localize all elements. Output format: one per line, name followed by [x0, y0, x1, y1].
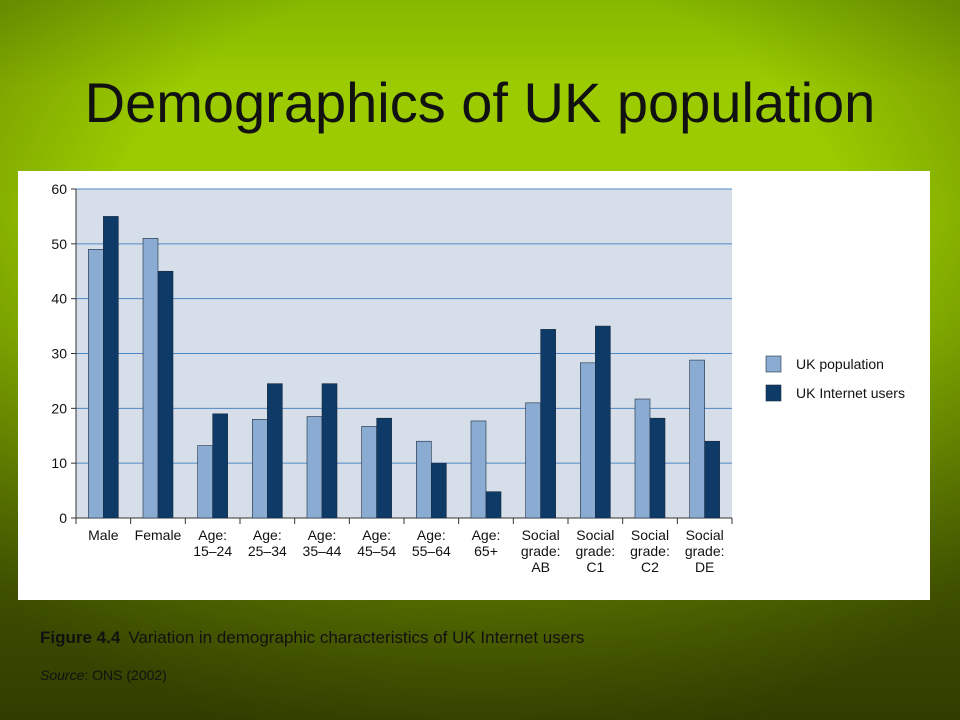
bar-uk-population	[580, 362, 596, 519]
x-tick-label-line: Social	[522, 527, 560, 543]
y-tick-label: 30	[51, 346, 67, 362]
legend-label: UK population	[796, 356, 884, 372]
legend-swatch	[765, 384, 782, 402]
x-tick-label: Age: 15–24	[193, 527, 232, 559]
bar-uk-population	[634, 398, 651, 519]
bar-uk-population	[252, 419, 268, 519]
legend-swatch	[765, 355, 782, 373]
y-tick-label: 50	[51, 236, 67, 252]
source-note: Source: ONS (2002)	[40, 667, 167, 683]
x-tick-label-line: Age:	[472, 527, 501, 543]
x-tick-label-line: Age:	[308, 527, 337, 543]
bar-uk-internet-users	[704, 440, 720, 519]
y-tick-label: 40	[51, 291, 67, 307]
x-tick-label-line: C2	[641, 559, 659, 575]
x-tick-label-line: Male	[88, 527, 119, 543]
x-tick-label-line: 55–64	[412, 543, 451, 559]
x-tick-label-line: 25–34	[248, 543, 287, 559]
x-tick-label: Social grade: AB	[521, 527, 561, 575]
source-text: : ONS (2002)	[84, 667, 167, 683]
x-tick-label: Social grade: DE	[685, 527, 725, 575]
bar-uk-internet-users	[485, 491, 502, 519]
y-tick-label: 60	[51, 181, 67, 197]
bar-uk-internet-users	[376, 417, 392, 519]
figure-caption-text: Variation in demographic characteristics…	[128, 628, 585, 647]
x-tick-label: Social grade: C1	[575, 527, 615, 575]
figure-number: Figure 4.4	[40, 628, 121, 647]
bar-uk-internet-users	[103, 216, 119, 519]
bar-uk-internet-users	[595, 325, 611, 519]
x-tick-label-line: grade:	[521, 543, 561, 559]
x-tick-label-line: 45–54	[357, 543, 396, 559]
bar-uk-population	[416, 440, 432, 519]
bar-uk-internet-users	[157, 270, 174, 519]
bar-uk-population	[361, 426, 377, 519]
bar-uk-internet-users	[431, 462, 447, 519]
bar-uk-population	[197, 445, 213, 519]
x-tick-label-line: Female	[135, 527, 182, 543]
x-tick-label: Age: 45–54	[357, 527, 396, 559]
x-tick-label: Age: 65+	[472, 527, 501, 559]
y-tick-label: 10	[51, 455, 67, 471]
x-tick-label-line: 15–24	[193, 543, 232, 559]
figure-caption: Figure 4.4 Variation in demographic chara…	[40, 628, 584, 648]
x-tick-label-line: C1	[586, 559, 604, 575]
x-tick-label-line: grade:	[685, 543, 725, 559]
bar-uk-population	[88, 249, 104, 519]
x-tick-label-line: Age:	[417, 527, 446, 543]
bar-uk-internet-users	[212, 413, 228, 519]
y-tick-label: 0	[59, 510, 67, 526]
x-tick-label: Age: 25–34	[248, 527, 287, 559]
bar-uk-population	[525, 402, 541, 519]
legend-label: UK Internet users	[796, 385, 905, 401]
bar-uk-population	[470, 420, 487, 519]
bar-uk-internet-users	[540, 329, 556, 519]
x-tick-label: Social grade: C2	[630, 527, 670, 575]
x-tick-label-line: 65+	[474, 543, 498, 559]
x-tick-label-line: Age:	[253, 527, 282, 543]
y-tick-label: 20	[51, 400, 67, 416]
bar-uk-population	[689, 359, 705, 519]
x-tick-label-line: 35–44	[303, 543, 342, 559]
x-tick-label: Age: 35–44	[303, 527, 342, 559]
x-tick-label-line: grade:	[630, 543, 670, 559]
bar-uk-internet-users	[321, 383, 338, 519]
bar-uk-population	[142, 238, 159, 519]
x-tick-label: Male	[88, 527, 119, 543]
x-tick-label-line: grade:	[575, 543, 615, 559]
x-tick-label-line: DE	[695, 559, 714, 575]
bar-uk-internet-users	[267, 383, 283, 519]
x-tick-label: Age: 55–64	[412, 527, 451, 559]
x-tick-label-line: Social	[631, 527, 669, 543]
x-tick-label-line: Social	[686, 527, 724, 543]
bar-uk-population	[306, 416, 323, 519]
source-label: Source	[40, 667, 85, 683]
x-tick-label-line: Age:	[362, 527, 391, 543]
slide-title: Demographics of UK population	[84, 71, 876, 134]
chart-panel: 0 10 20 30 40 50 60 Male Female Age: 15–24 Age: 25–3…	[18, 171, 930, 600]
x-tick-label-line: Age:	[198, 527, 227, 543]
x-tick-label-line: Social	[576, 527, 614, 543]
bar-uk-internet-users	[649, 417, 666, 519]
x-tick-label: Female	[135, 527, 182, 543]
x-tick-label-line: AB	[531, 559, 550, 575]
